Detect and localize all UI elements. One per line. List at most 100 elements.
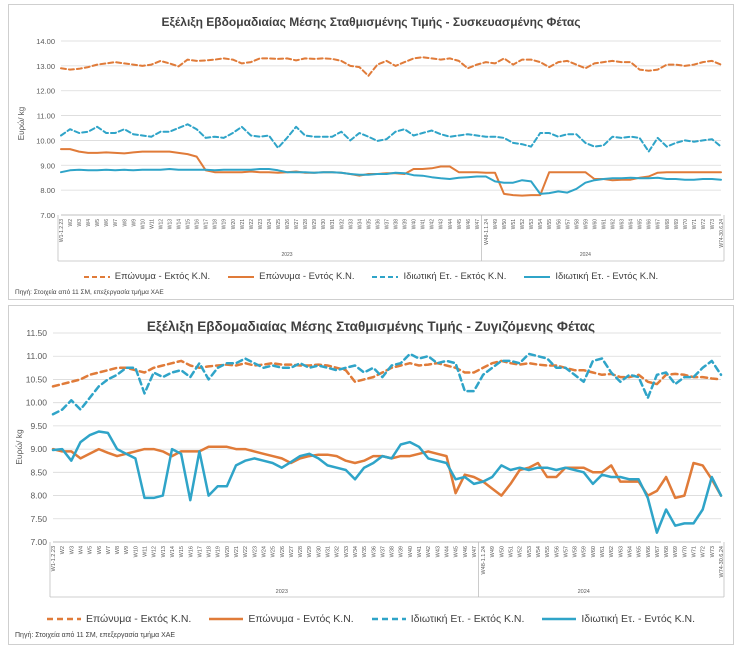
x-tick-label: W53 (529, 219, 535, 230)
x-tick-label: W32 (335, 546, 341, 557)
x-tick-label: W50 (499, 546, 505, 557)
x-tick-label: W55 (545, 546, 551, 557)
x-tick-label: W29 (307, 546, 313, 557)
x-tick-label: W69 (674, 219, 680, 230)
x-tick-label: W59 (582, 546, 588, 557)
x-tick-label: W63 (620, 219, 626, 230)
year-label: 2024 (578, 589, 590, 595)
chart-legend: Επώνυμα - Εκτός Κ.Ν. Επώνυμα - Εντός Κ.Ν… (9, 271, 733, 282)
x-tick-label: W66 (647, 219, 653, 230)
x-tick-label: W43 (439, 219, 445, 230)
x-tick-label: W53 (527, 546, 533, 557)
x-tick-label: W10 (133, 546, 139, 557)
x-tick-label: W57 (565, 219, 571, 230)
legend-item: Ιδιωτική Ετ. - Εντός Κ.Ν. (524, 271, 658, 282)
x-tick-label: W5 (95, 219, 101, 227)
legend-item: Ιδιωτική Ετ. - Εκτός Κ.Ν. (372, 271, 506, 282)
legend-swatch-dashed-blue (372, 275, 399, 278)
x-tick-label: W73 (710, 219, 716, 230)
chart-legend: Επώνυμα - Εκτός Κ.Ν. Επώνυμα - Εντός Κ.Ν… (9, 613, 733, 625)
x-tick-label: W1-1.2.23 (51, 546, 57, 571)
x-tick-label: W51 (511, 219, 517, 230)
x-tick-label: W41 (417, 546, 423, 557)
x-tick-label: W12 (152, 546, 158, 557)
x-tick-label: W23 (252, 546, 258, 557)
y-tick-label: 7.00 (30, 537, 47, 547)
x-tick-label: W7 (106, 546, 112, 554)
legend-swatch-solid-blue (524, 275, 551, 278)
x-tick-label: W71 (692, 219, 698, 230)
x-tick-label: W66 (646, 546, 652, 557)
x-tick-label: W59 (583, 219, 589, 230)
legend-swatch-solid-orange (209, 617, 244, 621)
x-tick-label: W72 (701, 546, 707, 557)
x-tick-label: W60 (591, 546, 597, 557)
x-tick-label: W37 (384, 219, 390, 230)
x-tick-label: W26 (280, 546, 286, 557)
x-tick-label: W4 (78, 546, 84, 554)
x-tick-label: W14 (177, 219, 183, 230)
x-tick-label: W73 (710, 546, 716, 557)
x-tick-label: W15 (186, 219, 192, 230)
x-tick-label: W52 (520, 219, 526, 230)
x-tick-label: W33 (344, 546, 350, 557)
legend-swatch-solid-orange (228, 275, 255, 278)
x-tick-label: W17 (197, 546, 203, 557)
x-tick-label: W29 (312, 219, 318, 230)
legend-item: Επώνυμα - Εντός Κ.Ν. (209, 613, 354, 625)
x-tick-label: W14 (170, 546, 176, 557)
x-tick-label: W2 (60, 546, 66, 554)
x-tick-label: W58 (574, 219, 580, 230)
chart-title: Εξέλιξη Εβδομαδιαίας Μέσης Σταθμισμένης … (146, 319, 596, 334)
year-label: 2023 (276, 589, 288, 595)
legend-item: Επώνυμα - Εκτός Κ.Ν. (46, 613, 192, 625)
y-tick-label: 8.00 (30, 491, 47, 501)
x-tick-label: W18 (213, 219, 219, 230)
y-tick-label: 14.00 (36, 37, 55, 46)
legend-label: Επώνυμα - Εντός Κ.Ν. (259, 271, 355, 282)
x-tick-label: W13 (167, 219, 173, 230)
x-tick-label: W36 (375, 219, 381, 230)
x-tick-label: W42 (430, 219, 436, 230)
x-tick-label: W22 (243, 546, 249, 557)
x-tick-label: W38 (390, 546, 396, 557)
x-tick-label: W56 (554, 546, 560, 557)
x-tick-label: W47 (472, 546, 478, 557)
source-note: Πηγή: Στοιχεία από 11 ΣΜ, επεξεργασία τμ… (15, 289, 164, 296)
y-tick-label: 11.00 (26, 351, 47, 361)
x-tick-label: W72 (701, 219, 707, 230)
x-tick-label: W18 (207, 546, 213, 557)
x-tick-label: W13 (161, 546, 167, 557)
x-tick-label: W50 (502, 219, 508, 230)
x-tick-label: W22 (249, 219, 255, 230)
x-tick-label: W24 (261, 546, 267, 557)
legend-label: Επώνυμα - Εκτός Κ.Ν. (85, 613, 192, 625)
legend-swatch-dashed-orange (46, 617, 81, 621)
x-tick-label: W71 (692, 546, 698, 557)
x-tick-label: W44 (448, 219, 454, 230)
x-tick-label: W26 (285, 219, 291, 230)
x-tick-label: W20 (225, 546, 231, 557)
x-tick-label: W61 (600, 546, 606, 557)
legend-swatch-solid-blue (542, 617, 577, 621)
x-tick-label: W19 (216, 546, 222, 557)
x-tick-label: W28 (298, 546, 304, 557)
x-tick-label: W25 (276, 219, 282, 230)
x-tick-label: W70 (683, 219, 689, 230)
x-tick-label: W27 (294, 219, 300, 230)
y-tick-label: 8.00 (40, 186, 55, 195)
x-tick-label: W43 (435, 546, 441, 557)
chart-panel-weighed: Εξέλιξη Εβδομαδιαίας Μέσης Σταθμισμένης … (8, 305, 734, 645)
x-tick-label: W64 (627, 546, 633, 557)
x-tick-label: W3 (77, 219, 83, 227)
x-tick-label: W35 (366, 219, 372, 230)
source-note: Πηγή: Στοιχεία από 11 ΣΜ, επεξεργασία τμ… (15, 632, 176, 639)
y-tick-label: 11.50 (26, 328, 47, 338)
x-tick-label: W44 (444, 546, 450, 557)
x-tick-label: W62 (611, 219, 617, 230)
x-tick-label: W11 (149, 219, 155, 229)
x-tick-label: W3 (69, 546, 75, 554)
x-tick-label: W74-30.6.24 (719, 546, 725, 578)
y-tick-label: 10.00 (26, 398, 48, 408)
legend-swatch-dashed-blue (371, 617, 406, 621)
